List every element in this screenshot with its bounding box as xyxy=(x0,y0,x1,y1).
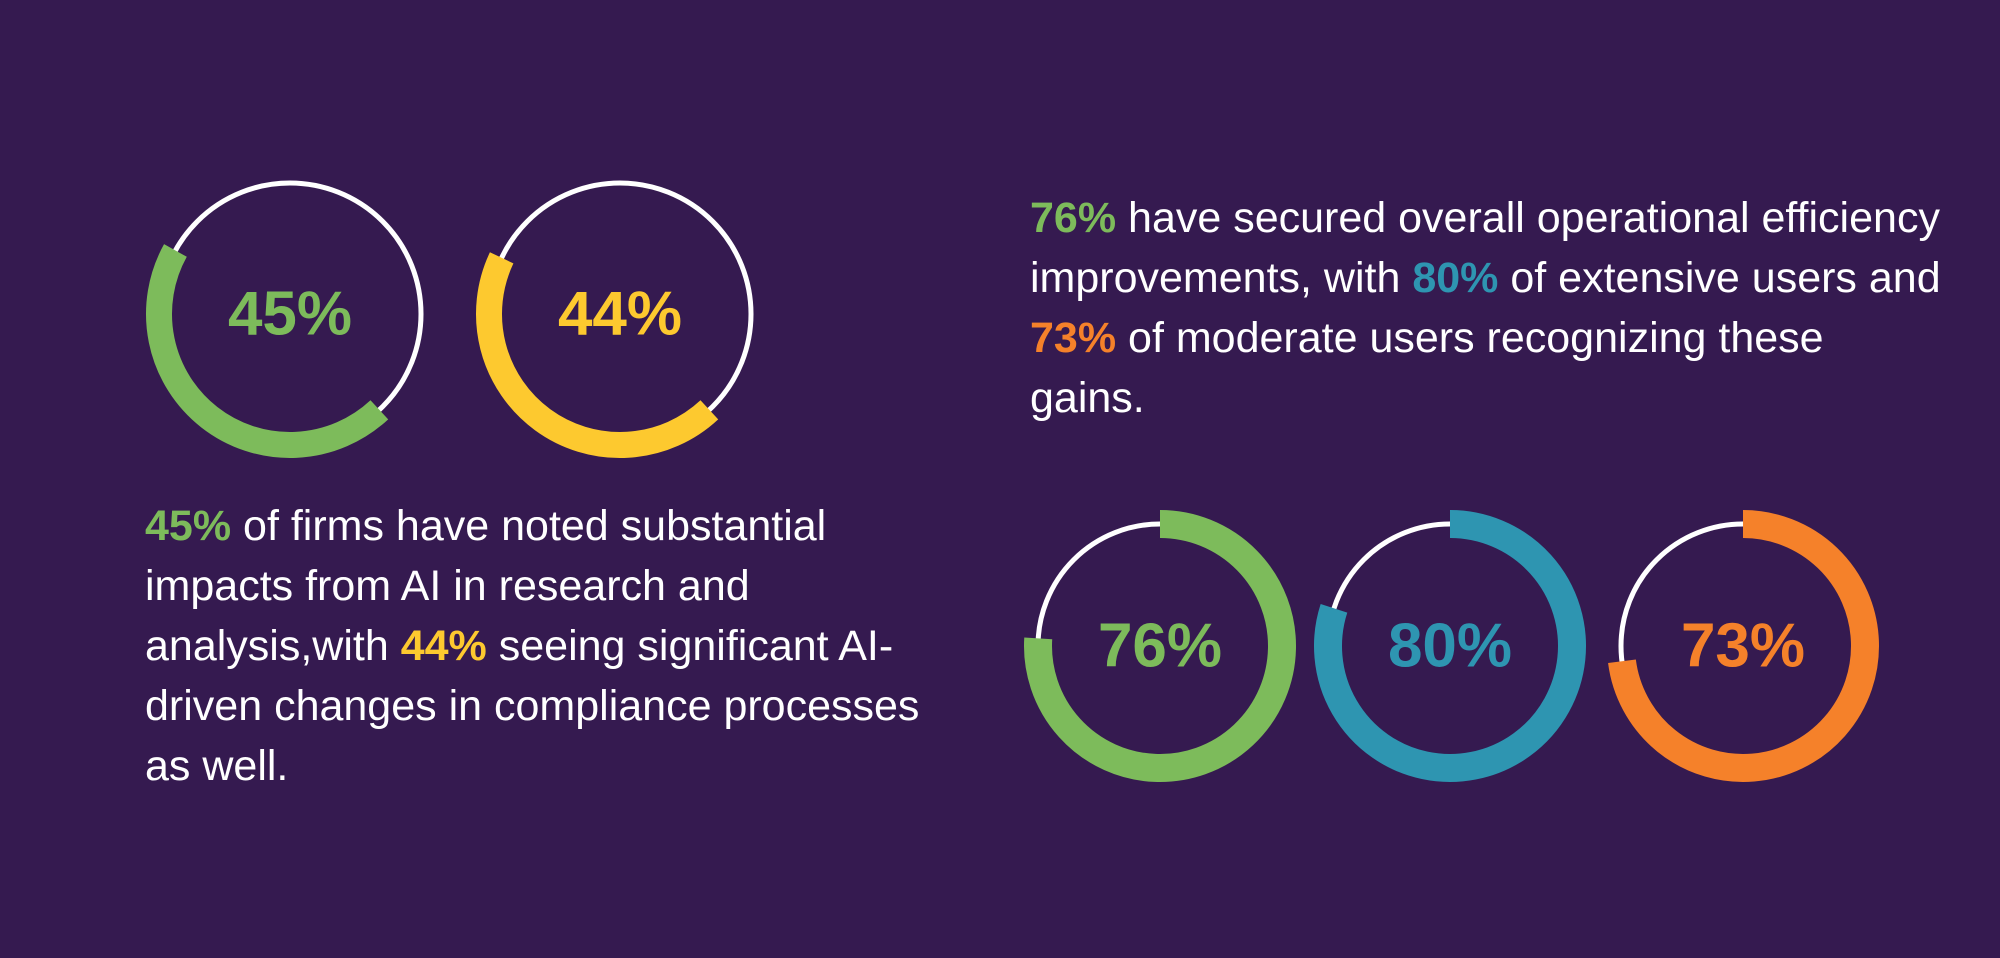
donut-label-73: 73% xyxy=(1681,612,1805,681)
donut-arc-73 xyxy=(1608,510,1879,782)
impact-text-1: of firms have noted substantial impacts … xyxy=(145,502,827,670)
donut-ring-44: 44% xyxy=(476,180,754,458)
stat-80-highlight: 80% xyxy=(1412,254,1499,302)
donut-ring-45: 45% xyxy=(146,180,424,458)
efficiency-text-1: have secured overall operational efficie… xyxy=(1030,194,1940,302)
donut-ring-80: 80% xyxy=(1314,510,1586,782)
donut-arc-45 xyxy=(146,244,389,458)
stat-73-highlight: 73% xyxy=(1030,314,1117,362)
stat-76-highlight: 76% xyxy=(1030,194,1117,242)
donut-label-80: 80% xyxy=(1388,612,1512,681)
donut-label-45: 45% xyxy=(228,280,352,349)
donut-arc-76 xyxy=(1024,510,1296,782)
impact-text-2: seeing significant AI-driven changes in … xyxy=(145,622,920,790)
efficiency-statement: 76% have secured overall operational eff… xyxy=(1030,188,1950,428)
efficiency-text-3: of moderate users recognizing these gain… xyxy=(1030,314,1824,422)
efficiency-text-2: of extensive users and xyxy=(1498,254,1941,302)
donut-ring-73: 73% xyxy=(1608,510,1879,782)
impact-statement: 45% of firms have noted substantial impa… xyxy=(145,496,945,796)
donut-arc-80 xyxy=(1314,510,1586,782)
stat-44-highlight: 44% xyxy=(400,622,487,670)
donut-label-44: 44% xyxy=(558,280,682,349)
stat-45-highlight: 45% xyxy=(145,502,232,550)
donut-ring-76: 76% xyxy=(1024,510,1296,782)
donut-arc-44 xyxy=(476,252,719,458)
donut-label-76: 76% xyxy=(1098,612,1222,681)
